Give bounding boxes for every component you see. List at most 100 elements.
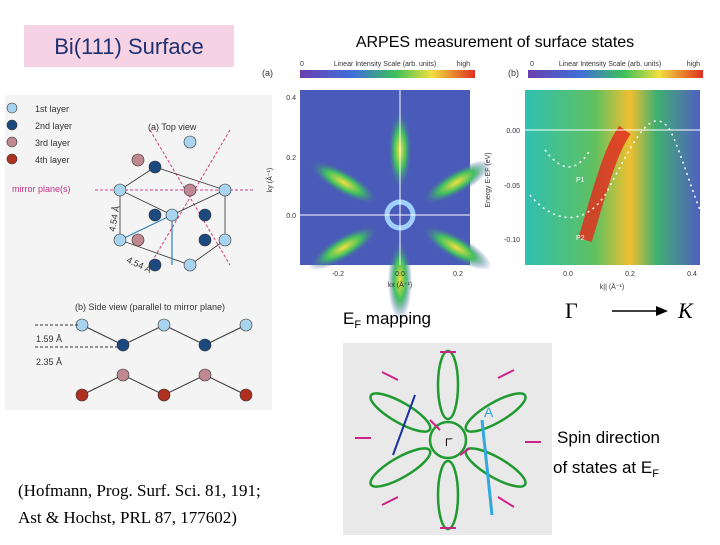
- x-axis-label: k|| (Å⁻¹): [600, 282, 624, 291]
- petal: [421, 224, 492, 271]
- atom: [148, 208, 162, 222]
- spacing-label: 1.59 Å: [36, 334, 62, 344]
- mirror-label: mirror plane(s): [12, 184, 71, 194]
- text-part: of states at E: [553, 458, 652, 477]
- atom: [218, 233, 232, 247]
- x-axis-label: kx (Å⁻¹): [388, 280, 412, 289]
- bond: [171, 189, 226, 216]
- contour: [369, 392, 432, 433]
- citation: (Hofmann, Prog. Surf. Sci. 81, 191;: [18, 481, 261, 500]
- legend-swatch: [6, 136, 18, 148]
- atom: [183, 135, 197, 149]
- spin-arrow: [497, 496, 515, 508]
- scale-min: 0: [300, 61, 304, 68]
- contour: [464, 392, 527, 433]
- subscript: F: [652, 468, 659, 480]
- petal: [388, 240, 412, 320]
- legend-label: 2nd layer: [35, 121, 72, 131]
- panel-label: (b) Side view (parallel to mirror plane): [75, 302, 225, 312]
- y-axis-label: ky (Å⁻¹): [265, 168, 274, 192]
- x-tick-label: 0.0: [563, 271, 573, 278]
- atom: [113, 233, 127, 247]
- atom: [183, 183, 197, 197]
- atom: [116, 368, 130, 382]
- petal: [421, 159, 492, 206]
- spin-arrow: [429, 419, 441, 431]
- atom: [165, 208, 179, 222]
- y-tick-label: 0.2: [286, 155, 296, 162]
- band-map: [525, 90, 700, 265]
- color-bar: [528, 70, 703, 78]
- title: Bi(111) Surface: [54, 34, 204, 59]
- panel-label: (a): [262, 68, 273, 78]
- arpes-panel-b: (b) 0 Linear Intensity Scale (arb. units…: [485, 61, 703, 291]
- spin-figure: Γ̄ A: [343, 343, 552, 535]
- atom: [198, 338, 212, 352]
- atom: [116, 338, 130, 352]
- scale-title: Linear Intensity Scale (arb. units): [334, 61, 436, 68]
- x-tick-label: 0.2: [625, 271, 635, 278]
- mirror-line: [149, 129, 231, 266]
- cut-line: [392, 394, 416, 456]
- spin-arrow: [381, 496, 399, 506]
- y-axis-label: Energy E-EF (eV): [485, 152, 492, 207]
- citation: Ast & Hochst, PRL 87, 177602): [18, 508, 237, 527]
- panel-label: (b): [508, 68, 519, 78]
- x-tick-label: -0.2: [332, 271, 344, 278]
- atom: [198, 208, 212, 222]
- petal: [308, 224, 379, 271]
- side-atoms: [75, 318, 253, 402]
- heading: ARPES measurement of surface states: [356, 34, 634, 51]
- atom: [239, 318, 253, 332]
- peak-label: P2: [576, 235, 585, 242]
- atom: [148, 258, 162, 272]
- scale-title: Linear Intensity Scale (arb. units): [559, 61, 661, 68]
- x-tick-label: 0.2: [453, 271, 463, 278]
- y-tick-label: 0.4: [286, 95, 296, 102]
- spin-arrow: [459, 447, 471, 456]
- atom: [148, 160, 162, 174]
- legend-label: 3rd layer: [35, 138, 70, 148]
- gamma-label: Γ: [565, 298, 578, 323]
- atom: [198, 233, 212, 247]
- atom: [157, 388, 171, 402]
- atom: [239, 388, 253, 402]
- point-label: A: [484, 404, 494, 420]
- atom: [218, 183, 232, 197]
- subscript: F: [354, 319, 361, 331]
- y-tick-label: -0.10: [504, 237, 520, 244]
- legend-swatch: [6, 119, 18, 131]
- color-bar: [300, 70, 475, 78]
- y-tick-label: 0.00: [506, 128, 520, 135]
- mirror-line: [149, 129, 231, 266]
- x-tick-label: 0.4: [687, 271, 697, 278]
- atom: [75, 388, 89, 402]
- atom: [113, 183, 127, 197]
- legend-swatch: [6, 153, 18, 165]
- k-label: K: [677, 298, 694, 323]
- bond: [119, 189, 173, 216]
- band-intensity: [578, 125, 631, 243]
- contour: [369, 447, 432, 488]
- text-part: E: [343, 309, 354, 328]
- band-dispersion: [544, 149, 591, 168]
- ef-mapping-label: EF mapping: [343, 309, 431, 331]
- arpes-panel-a: (a) 0 Linear Intensity Scale (arb. units…: [262, 61, 492, 320]
- arrowhead: [656, 306, 668, 316]
- atom: [131, 233, 145, 247]
- contour: [428, 420, 468, 460]
- peak-label: P1: [576, 177, 585, 184]
- atom: [131, 153, 145, 167]
- spin-caption: Spin direction: [557, 428, 660, 447]
- legend-label: 1st layer: [35, 104, 69, 114]
- lattice-label: 4.54 Å: [107, 205, 121, 232]
- cut-line: [480, 419, 494, 516]
- unit-cell: [119, 214, 173, 241]
- atom: [198, 368, 212, 382]
- atoms: [113, 135, 232, 272]
- spin-arrow: [381, 371, 399, 381]
- spin-arrow: [497, 369, 515, 379]
- y-tick-label: -0.05: [504, 183, 520, 190]
